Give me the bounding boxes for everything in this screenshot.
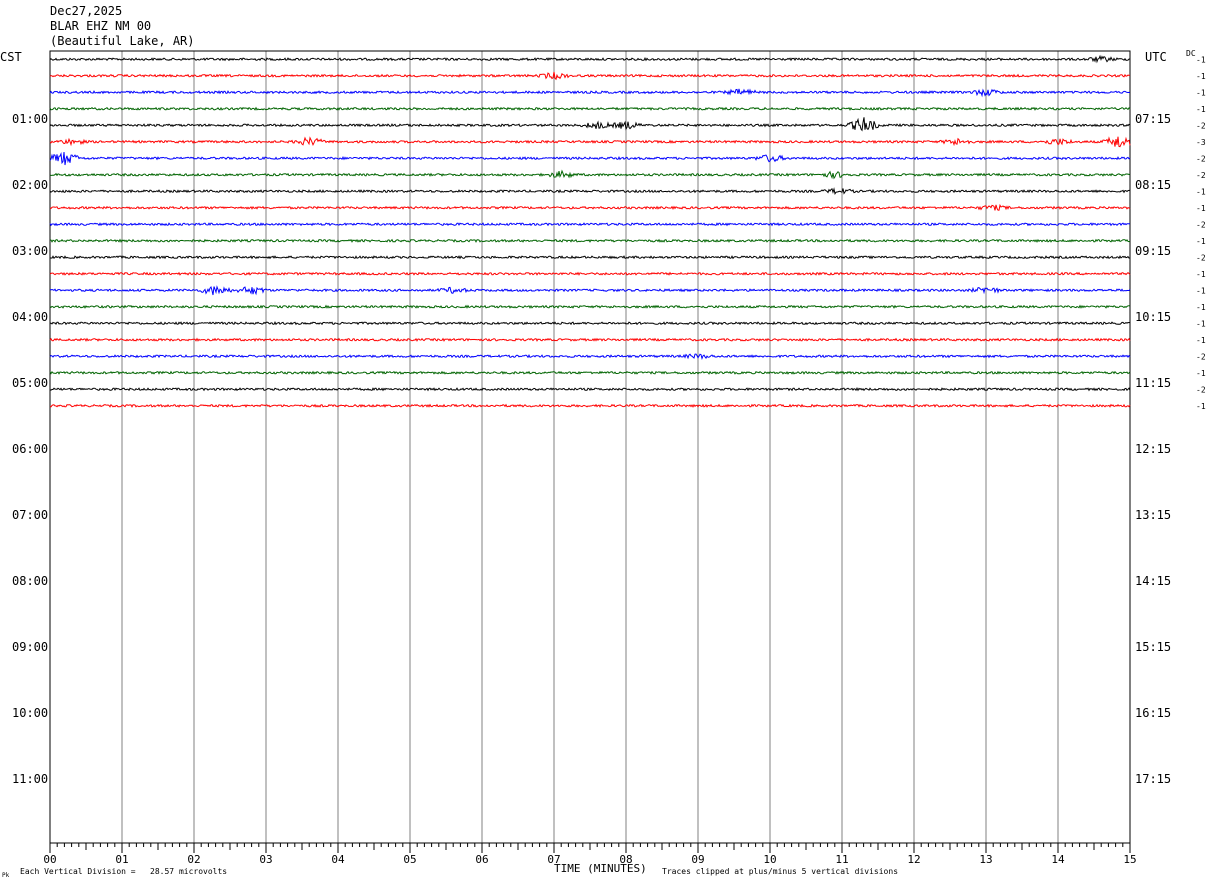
dc-offset: -1 [1196, 402, 1206, 411]
dc-offset: -2 [1196, 154, 1206, 163]
seismic-trace [49, 337, 1131, 342]
seismic-trace [49, 151, 1131, 166]
logo-mark: Pk [2, 872, 10, 879]
utc-hour-label: 13:15 [1135, 508, 1171, 522]
seismic-trace [49, 387, 1131, 392]
dc-offset: -1 [1196, 187, 1206, 196]
seismic-trace [50, 255, 1131, 260]
seismic-trace [49, 321, 1131, 326]
cst-hour-label: 07:00 [12, 508, 48, 522]
x-tick-label: 13 [979, 853, 992, 866]
utc-hour-label: 16:15 [1135, 706, 1171, 720]
utc-hour-label: 17:15 [1135, 772, 1171, 786]
x-tick-label: 07 [547, 853, 560, 866]
x-tick-label: 01 [115, 853, 128, 866]
seismic-trace [49, 54, 1131, 64]
dc-offset: -2 [1196, 121, 1206, 130]
clip-note: Traces clipped at plus/minus 5 vertical … [662, 867, 899, 876]
dc-offset: -1 [1196, 286, 1206, 295]
cst-hour-label: 08:00 [12, 574, 48, 588]
seismic-trace [49, 71, 1131, 81]
seismic-trace [49, 222, 1131, 227]
dc-offset: -2 [1196, 385, 1206, 394]
utc-hour-label: 09:15 [1135, 244, 1171, 258]
cst-hour-label: 02:00 [12, 178, 48, 192]
x-tick-label: 06 [475, 853, 488, 866]
dc-offset: -1 [1196, 303, 1206, 312]
seismic-trace [49, 187, 1130, 195]
dc-offset: -2 [1196, 352, 1206, 361]
right-axis-title: UTC [1145, 50, 1167, 64]
division-note: Each Vertical Division = 28.57 microvolt… [20, 867, 228, 876]
x-axis-title: TIME (MINUTES) [554, 862, 647, 875]
dc-offset: -1 [1196, 55, 1206, 64]
cst-hour-label: 01:00 [12, 112, 48, 126]
dc-offset: -1 [1196, 369, 1206, 378]
dc-offset: -2 [1196, 171, 1206, 180]
x-tick-label: 14 [1051, 853, 1065, 866]
plot-frame [49, 50, 1131, 844]
seismic-trace [49, 169, 1131, 180]
x-tick-label: 12 [907, 853, 920, 866]
utc-hour-label: 07:15 [1135, 112, 1171, 126]
dc-offset: -1 [1196, 204, 1206, 213]
seismic-trace [49, 353, 1131, 360]
utc-hour-label: 11:15 [1135, 376, 1171, 390]
dc-offset: -2 [1196, 220, 1206, 229]
header-date: Dec27,2025 [50, 4, 123, 18]
x-tick-label: 02 [187, 853, 200, 866]
seismic-trace [49, 238, 1131, 243]
seismic-trace [49, 117, 1131, 132]
x-tick-label: 15 [1123, 853, 1136, 866]
dc-offset: -2 [1196, 253, 1206, 262]
dc-offset: -1 [1196, 88, 1206, 97]
x-tick-label: 08 [619, 853, 632, 866]
x-tick-label: 09 [691, 853, 704, 866]
dc-offset: -1 [1196, 237, 1206, 246]
dc-offset: -3 [1196, 138, 1206, 147]
utc-hour-label: 14:15 [1135, 574, 1171, 588]
cst-hour-label: 06:00 [12, 442, 48, 456]
left-axis-title: CST [0, 50, 22, 64]
header-location: (Beautiful Lake, AR) [50, 34, 195, 48]
x-tick-label: 05 [403, 853, 416, 866]
seismic-trace [49, 88, 1131, 98]
seismic-trace [49, 285, 1131, 296]
seismic-trace [49, 403, 1131, 408]
utc-hour-label: 15:15 [1135, 640, 1171, 654]
dc-offset: -1 [1196, 105, 1206, 114]
seismic-trace [49, 136, 1131, 148]
x-tick-label: 00 [43, 853, 56, 866]
seismic-trace [49, 304, 1131, 309]
seismic-trace [49, 271, 1131, 276]
x-tick-label: 04 [331, 853, 345, 866]
header-station: BLAR EHZ NM 00 [50, 19, 152, 33]
cst-hour-label: 05:00 [12, 376, 48, 390]
cst-hour-label: 10:00 [12, 706, 48, 720]
dc-offset: -1 [1196, 72, 1206, 81]
cst-hour-label: 09:00 [12, 640, 48, 654]
cst-hour-label: 04:00 [12, 310, 48, 324]
dc-offset: -1 [1196, 319, 1206, 328]
cst-hour-label: 11:00 [12, 772, 48, 786]
dc-offset: -1 [1196, 336, 1206, 345]
utc-hour-label: 10:15 [1135, 310, 1171, 324]
cst-hour-label: 03:00 [12, 244, 48, 258]
x-tick-label: 10 [763, 853, 776, 866]
seismic-trace [49, 106, 1131, 111]
dc-offset: -1 [1196, 270, 1206, 279]
x-tick-label: 11 [835, 853, 848, 866]
utc-hour-label: 12:15 [1135, 442, 1171, 456]
x-tick-label: 03 [259, 853, 272, 866]
seismic-trace [49, 370, 1131, 375]
utc-hour-label: 08:15 [1135, 178, 1171, 192]
seismic-trace [49, 203, 1131, 211]
dc-label: DC [1186, 49, 1196, 58]
